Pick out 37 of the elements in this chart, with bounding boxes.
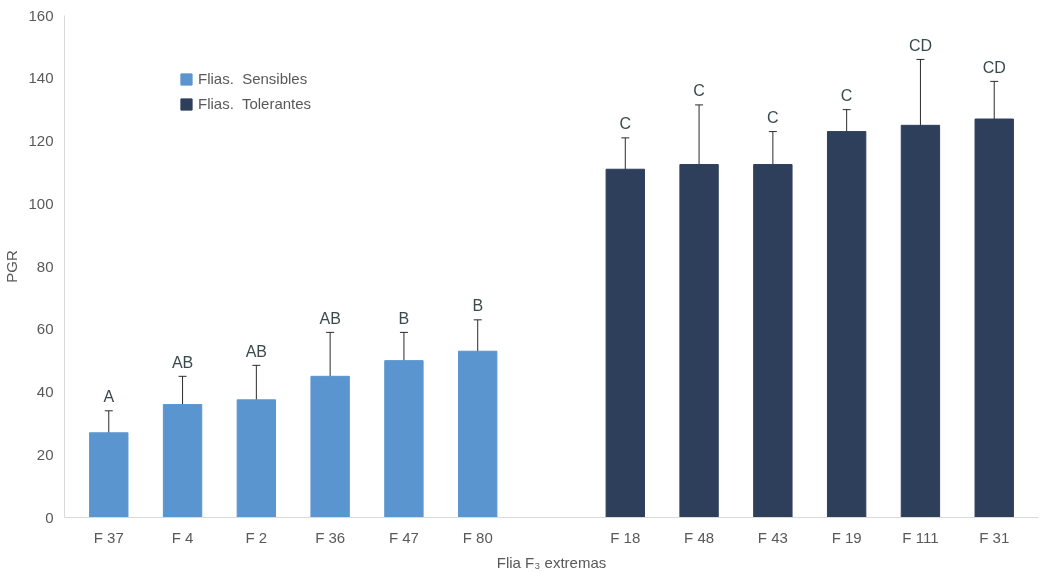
y-tick-label: 20 bbox=[36, 445, 54, 463]
y-tick-label: 80 bbox=[36, 257, 54, 275]
annotation: B bbox=[398, 309, 410, 327]
y-tick-label: 40 bbox=[36, 383, 54, 400]
y-tick-label: 0 bbox=[45, 508, 54, 526]
y-tick-label: 60 bbox=[36, 320, 54, 338]
y-tick-label: 160 bbox=[28, 6, 54, 24]
annotation: AB bbox=[319, 309, 341, 327]
legend-label: Flias. Tolerantes bbox=[198, 95, 312, 112]
x-tick-label: F 4 bbox=[171, 528, 194, 546]
annotation: CD bbox=[908, 36, 932, 54]
x-tick-label: F 43 bbox=[757, 528, 788, 546]
y-tick-label: 100 bbox=[28, 194, 54, 212]
x-tick-label: F 2 bbox=[245, 528, 268, 546]
y-axis-title: PGR bbox=[3, 250, 21, 283]
annotation: A bbox=[103, 388, 115, 406]
annotation: B bbox=[472, 297, 484, 315]
annotation: C bbox=[693, 82, 705, 100]
annotation: C bbox=[619, 115, 632, 133]
x-tick-label: F 37 bbox=[93, 528, 124, 546]
x-tick-label: F 111 bbox=[902, 528, 939, 546]
y-tick-label: 140 bbox=[28, 69, 54, 87]
x-axis-title: Flia F₃ extremas bbox=[496, 553, 607, 571]
legend-label: Flias. Sensibles bbox=[198, 70, 308, 87]
x-tick-label: F 18 bbox=[610, 528, 641, 546]
x-tick-label: F 36 bbox=[315, 528, 346, 546]
y-tick-label: 120 bbox=[28, 132, 54, 149]
annotation: CD bbox=[982, 58, 1006, 76]
annotation: AB bbox=[171, 353, 194, 371]
x-tick-label: F 47 bbox=[388, 528, 419, 546]
annotation: C bbox=[767, 109, 779, 127]
annotation: AB bbox=[245, 342, 268, 360]
x-tick-label: F 48 bbox=[684, 528, 715, 546]
x-tick-label: F 80 bbox=[462, 528, 493, 546]
x-tick-label: F 19 bbox=[831, 528, 862, 546]
annotation: C bbox=[840, 87, 853, 105]
x-tick-label: F 31 bbox=[979, 528, 1010, 546]
